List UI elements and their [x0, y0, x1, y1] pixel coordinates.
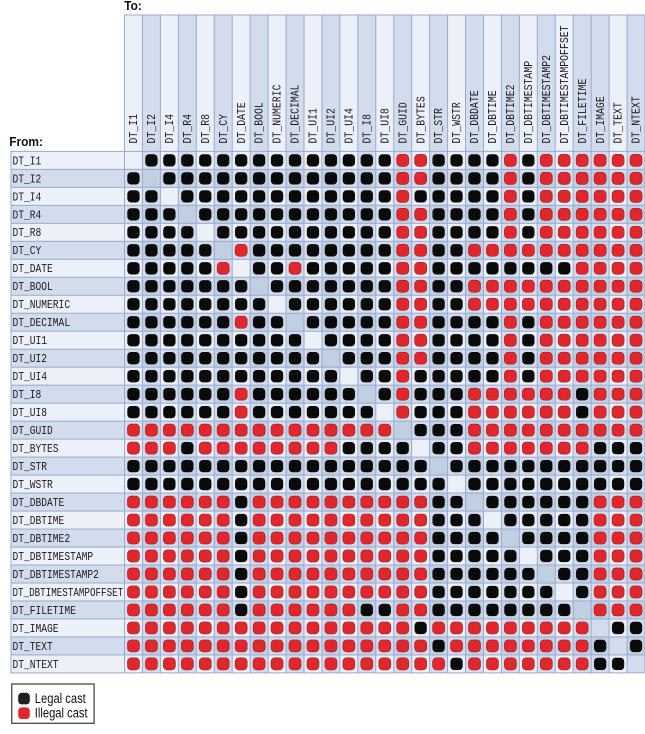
svg-text:DT_I4: DT_I4 [164, 114, 177, 144]
svg-text:DT_DBTIME: DT_DBTIME [13, 515, 65, 528]
svg-text:From:: From: [9, 135, 43, 149]
svg-text:DT_DBTIME2: DT_DBTIME2 [505, 84, 518, 143]
svg-text:DT_UI4: DT_UI4 [344, 108, 357, 144]
svg-text:DT_FILETIME: DT_FILETIME [13, 605, 76, 618]
svg-text:DT_R8: DT_R8 [13, 227, 42, 240]
svg-text:DT_BOOL: DT_BOOL [254, 102, 267, 143]
svg-text:DT_I4: DT_I4 [13, 191, 42, 204]
svg-text:DT_BOOL: DT_BOOL [13, 281, 53, 294]
svg-text:DT_WSTR: DT_WSTR [13, 479, 54, 492]
svg-text:DT_BYTES: DT_BYTES [416, 96, 429, 144]
svg-text:DT_DBTIMESTAMP2: DT_DBTIMESTAMP2 [13, 569, 99, 582]
svg-text:DT_R4: DT_R4 [182, 114, 195, 144]
svg-text:DT_IMAGE: DT_IMAGE [13, 623, 59, 636]
svg-text:DT_NUMERIC: DT_NUMERIC [272, 84, 285, 143]
svg-text:DT_UI1: DT_UI1 [308, 108, 321, 144]
svg-text:DT_NTEXT: DT_NTEXT [13, 659, 59, 672]
svg-text:DT_UI2: DT_UI2 [326, 108, 339, 143]
svg-text:DT_I8: DT_I8 [13, 389, 42, 402]
svg-text:DT_DBTIMESTAMPOFFSET: DT_DBTIMESTAMPOFFSET [13, 587, 124, 600]
svg-text:DT_DECIMAL: DT_DECIMAL [290, 84, 303, 143]
svg-text:DT_WSTR: DT_WSTR [451, 102, 464, 144]
svg-text:DT_CY: DT_CY [218, 114, 231, 144]
svg-text:DT_GUID: DT_GUID [13, 425, 53, 438]
svg-text:DT_BYTES: DT_BYTES [13, 443, 59, 456]
svg-text:DT_STR: DT_STR [13, 461, 48, 474]
svg-text:Illegal cast: Illegal cast [35, 705, 88, 720]
svg-text:DT_DBTIMESTAMP: DT_DBTIMESTAMP [523, 61, 536, 144]
svg-text:DT_CY: DT_CY [13, 245, 42, 258]
svg-text:DT_UI4: DT_UI4 [13, 371, 48, 384]
svg-text:DT_DBTIME2: DT_DBTIME2 [13, 533, 71, 546]
svg-text:DT_STR: DT_STR [433, 108, 446, 144]
svg-text:DT_DECIMAL: DT_DECIMAL [13, 317, 71, 330]
svg-text:DT_TEXT: DT_TEXT [13, 641, 54, 654]
svg-text:DT_UI8: DT_UI8 [13, 407, 48, 420]
svg-text:DT_DBDATE: DT_DBDATE [13, 497, 65, 510]
svg-text:DT_R4: DT_R4 [13, 209, 42, 222]
svg-text:DT_R8: DT_R8 [200, 114, 213, 144]
svg-text:Legal cast: Legal cast [35, 691, 86, 706]
svg-text:DT_NTEXT: DT_NTEXT [631, 96, 644, 144]
svg-text:DT_I2: DT_I2 [13, 173, 42, 186]
svg-text:DT_UI8: DT_UI8 [380, 108, 393, 143]
svg-text:DT_I8: DT_I8 [362, 114, 375, 144]
svg-text:DT_DBTIMESTAMP: DT_DBTIMESTAMP [13, 551, 94, 564]
svg-text:DT_DBTIMESTAMPOFFSET: DT_DBTIMESTAMPOFFSET [559, 25, 572, 143]
svg-text:DT_DATE: DT_DATE [236, 102, 249, 144]
svg-text:DT_DBDATE: DT_DBDATE [469, 90, 482, 143]
svg-text:DT_DBTIME: DT_DBTIME [487, 90, 500, 143]
svg-text:DT_FILETIME: DT_FILETIME [577, 78, 590, 143]
svg-text:DT_DBTIMESTAMP2: DT_DBTIMESTAMP2 [541, 55, 554, 144]
svg-text:DT_I1: DT_I1 [13, 155, 42, 168]
svg-text:DT_UI1: DT_UI1 [13, 335, 48, 348]
svg-text:DT_GUID: DT_GUID [398, 102, 411, 144]
svg-text:DT_I2: DT_I2 [146, 114, 159, 144]
svg-text:DT_IMAGE: DT_IMAGE [595, 96, 608, 144]
svg-text:To:: To: [124, 0, 142, 13]
svg-text:DT_UI2: DT_UI2 [13, 353, 48, 366]
svg-text:DT_NUMERIC: DT_NUMERIC [13, 299, 71, 312]
svg-text:DT_I1: DT_I1 [128, 114, 141, 144]
svg-text:DT_TEXT: DT_TEXT [613, 102, 626, 144]
svg-text:DT_DATE: DT_DATE [13, 263, 53, 276]
